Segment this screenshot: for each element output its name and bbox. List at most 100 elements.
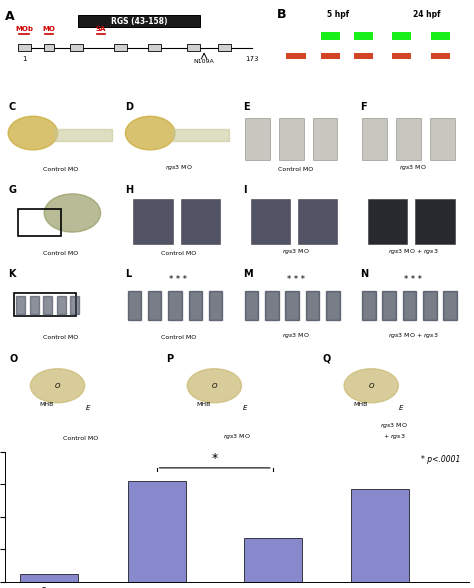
Text: $rgs3$ MO + $rgs3$: $rgs3$ MO + $rgs3$ (388, 247, 438, 256)
Bar (148, 290, 162, 320)
Bar (285, 290, 299, 320)
Text: O: O (55, 383, 60, 389)
Bar (245, 118, 270, 160)
Bar (392, 32, 411, 40)
Bar (383, 290, 396, 320)
Circle shape (44, 194, 100, 232)
Bar (55, 129, 112, 141)
Bar (423, 290, 437, 320)
Text: E: E (399, 406, 403, 412)
Text: E: E (243, 102, 249, 112)
Text: G: G (8, 185, 16, 195)
Circle shape (8, 116, 58, 150)
Text: Q: Q (323, 353, 331, 363)
Bar (173, 129, 229, 141)
Text: rgs3: rgs3 (325, 16, 337, 22)
Text: O: O (9, 353, 18, 363)
Bar (70, 296, 79, 313)
Text: rgs3: rgs3 (396, 16, 408, 22)
Bar (29, 296, 38, 313)
Bar (321, 53, 340, 59)
Bar (187, 44, 200, 52)
Bar (209, 290, 222, 320)
Text: C: C (8, 102, 15, 112)
Text: $rgs3$ MO: $rgs3$ MO (282, 330, 310, 339)
Bar (362, 118, 387, 160)
Bar (396, 118, 421, 160)
Text: rgs3N-A: rgs3N-A (429, 16, 451, 22)
Text: Control MO: Control MO (44, 251, 79, 256)
Text: MHB: MHB (40, 402, 54, 407)
Bar (189, 290, 202, 320)
Bar (354, 53, 373, 59)
Bar (133, 199, 173, 243)
Text: Un: Un (292, 16, 300, 22)
Text: α-myc: α-myc (255, 34, 273, 39)
Circle shape (126, 116, 175, 150)
Circle shape (30, 369, 85, 403)
Bar (14, 293, 76, 316)
Bar (430, 118, 455, 160)
Bar (168, 290, 182, 320)
Text: Control MO: Control MO (161, 335, 196, 339)
Text: SA: SA (96, 25, 106, 32)
Bar (368, 199, 407, 243)
Bar (321, 32, 340, 40)
Bar (78, 15, 200, 27)
Text: 5 hpf: 5 hpf (327, 10, 349, 19)
Bar (354, 32, 373, 40)
Bar (219, 44, 231, 52)
Bar (403, 290, 416, 320)
Text: MOb: MOb (15, 25, 33, 32)
Text: MHB: MHB (197, 402, 211, 407)
Text: $rgs3$ MO + $rgs3$: $rgs3$ MO + $rgs3$ (388, 330, 438, 339)
Text: N: N (360, 269, 368, 279)
Text: M: M (243, 269, 252, 279)
Text: O: O (368, 383, 374, 389)
Text: $rgs3$ MO: $rgs3$ MO (223, 432, 251, 440)
Text: $rgs3$ MO: $rgs3$ MO (164, 163, 192, 172)
Bar (20, 574, 78, 582)
Bar (279, 118, 303, 160)
Bar (312, 118, 337, 160)
Text: * * *: * * * (287, 275, 305, 284)
Text: E: E (85, 406, 90, 412)
Text: * p<.0001: * p<.0001 (420, 456, 460, 465)
Text: 1: 1 (22, 56, 27, 62)
Bar (148, 44, 161, 52)
Bar (392, 53, 411, 59)
Bar (298, 199, 337, 243)
Bar (265, 290, 279, 320)
Text: J: J (360, 185, 364, 195)
Bar (326, 290, 339, 320)
Text: *: * (211, 452, 218, 466)
Bar (362, 290, 376, 320)
Text: K: K (8, 269, 16, 279)
Text: rgs3N-A: rgs3N-A (353, 16, 374, 22)
Bar (351, 489, 409, 582)
Bar (56, 296, 65, 313)
Text: F: F (360, 102, 366, 112)
Text: B: B (277, 8, 286, 21)
Text: D: D (126, 102, 133, 112)
Bar (16, 296, 25, 313)
Text: * * *: * * * (169, 275, 187, 284)
Text: $rgs3$ MO: $rgs3$ MO (399, 163, 427, 172)
Bar (18, 44, 31, 52)
Bar (251, 199, 290, 243)
Text: $rgs3$ MO
+ $rgs3$: $rgs3$ MO + $rgs3$ (380, 422, 408, 440)
Bar (18, 209, 61, 236)
Bar (286, 53, 306, 59)
Text: α-β actin: α-β actin (248, 54, 273, 58)
Circle shape (344, 369, 398, 403)
Bar (114, 44, 127, 52)
Text: N109A: N109A (194, 59, 214, 64)
Text: * * *: * * * (404, 275, 422, 284)
Text: Control MO: Control MO (63, 436, 98, 440)
Bar (443, 290, 457, 320)
Text: O: O (211, 383, 217, 389)
Bar (44, 44, 54, 52)
Text: E: E (242, 406, 247, 412)
Bar (245, 290, 258, 320)
Text: Control MO: Control MO (161, 251, 196, 256)
